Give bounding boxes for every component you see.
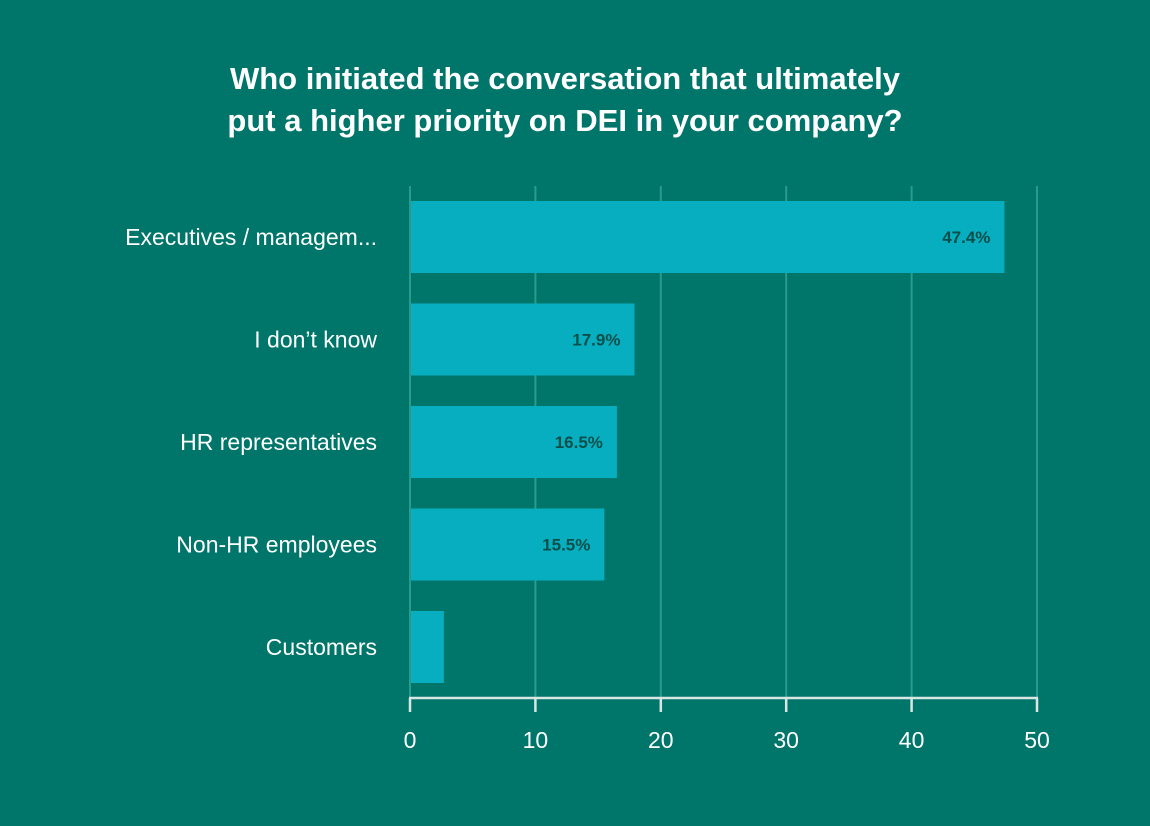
x-tick-label: 20 (648, 727, 674, 753)
category-label: I don’t know (254, 327, 377, 353)
x-tick-label: 10 (523, 727, 549, 753)
x-tick-label: 0 (404, 727, 417, 753)
category-label: Executives / managem... (125, 224, 377, 250)
category-label: HR representatives (180, 429, 377, 455)
bar (410, 611, 444, 683)
x-tick-label: 40 (899, 727, 925, 753)
bar (410, 406, 617, 478)
x-tick-label: 50 (1024, 727, 1050, 753)
bar (410, 201, 1005, 273)
bar (410, 303, 635, 376)
data-label: 47.4% (942, 228, 990, 247)
x-tick-label: 30 (773, 727, 799, 753)
data-label: 17.9% (572, 331, 620, 350)
chart-title: Who initiated the conversation that ulti… (0, 58, 1130, 142)
data-label: 15.5% (542, 536, 590, 555)
bar (410, 508, 605, 581)
chart-title-line-1: Who initiated the conversation that ulti… (229, 61, 900, 96)
chart-title-line-2: put a higher priority on DEI in your com… (227, 103, 903, 138)
category-label: Customers (266, 634, 377, 660)
data-label: 16.5% (555, 433, 603, 452)
category-label: Non-HR employees (176, 532, 377, 558)
